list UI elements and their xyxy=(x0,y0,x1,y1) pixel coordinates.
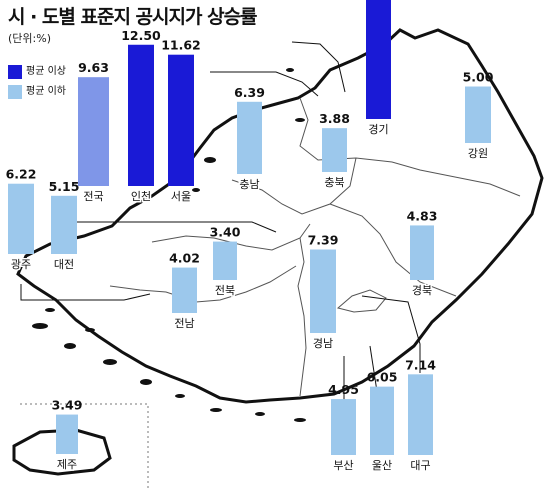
bar-7 xyxy=(8,183,34,254)
legend-label-above: 평균 이상 xyxy=(26,66,66,77)
bars-layer: 9.63전국전국12.50인천인천11.62서울서울10.54경기경기5.00강… xyxy=(6,0,494,474)
value-label: 12.50 xyxy=(121,28,161,43)
category-label: 대구 xyxy=(410,459,430,472)
bar-10 xyxy=(172,267,197,313)
province-border xyxy=(299,97,521,197)
category-label-halo: 전북 xyxy=(215,284,235,297)
category-label-halo: 대구 xyxy=(410,459,430,472)
legend: 평균 이상 평균 이하 xyxy=(8,62,66,102)
value-label: 3.49 xyxy=(52,398,83,413)
value-label: 4.83 xyxy=(407,208,438,223)
category-label: 경북 xyxy=(412,284,432,297)
legend-swatch-below xyxy=(8,85,22,99)
value-label: 6.22 xyxy=(6,167,37,182)
bar-0 xyxy=(78,77,109,186)
leader-line xyxy=(361,295,421,373)
legend-label-below: 평균 이하 xyxy=(26,86,66,97)
category-label: 경남 xyxy=(313,337,333,350)
category-label: 제주 xyxy=(57,458,77,471)
category-label: 충북 xyxy=(324,176,344,189)
category-label-halo: 전국 xyxy=(83,190,103,203)
category-label-halo: 부산 xyxy=(333,459,353,472)
value-label: 5.00 xyxy=(463,70,494,85)
value-label: 7.39 xyxy=(308,232,339,247)
value-label: 6.39 xyxy=(234,85,265,100)
bar-5 xyxy=(237,101,262,174)
value-label: 4.02 xyxy=(169,251,200,266)
bar-9 xyxy=(213,241,237,280)
category-label-halo: 제주 xyxy=(57,458,77,471)
category-label-halo: 경북 xyxy=(412,284,432,297)
bar-1 xyxy=(128,44,154,186)
category-label: 광주 xyxy=(11,258,31,271)
legend-item-below: 평균 이하 xyxy=(8,82,66,102)
bar-14 xyxy=(370,386,394,455)
province-border xyxy=(231,157,357,215)
category-label-halo: 대전 xyxy=(54,258,74,271)
island-dots xyxy=(32,68,306,422)
bar-13 xyxy=(331,399,356,455)
bar-4 xyxy=(465,86,491,143)
value-label: 4.95 xyxy=(328,382,359,397)
category-label-halo: 인천 xyxy=(131,189,151,203)
category-label-halo: 경기 xyxy=(368,123,388,136)
category-label: 전남 xyxy=(174,317,194,330)
value-label: 11.62 xyxy=(161,38,201,53)
province-border xyxy=(329,203,457,297)
value-label: 6.05 xyxy=(367,370,398,385)
bar-2 xyxy=(168,54,194,186)
category-label-halo: 광주 xyxy=(11,258,31,271)
category-label: 강원 xyxy=(468,147,488,160)
leader-line xyxy=(20,284,151,301)
value-label: 7.14 xyxy=(405,357,436,372)
bar-3 xyxy=(366,0,391,119)
unit-label: (단위:%) xyxy=(8,32,51,45)
value-label: 5.15 xyxy=(49,179,80,194)
category-label-halo: 경남 xyxy=(313,337,333,350)
bar-15 xyxy=(408,374,433,455)
province-border xyxy=(336,289,387,313)
category-label: 충남 xyxy=(239,178,259,191)
category-label: 경기 xyxy=(368,123,388,136)
bar-6 xyxy=(322,128,347,172)
leader-line xyxy=(291,41,346,93)
bar-11 xyxy=(410,225,434,280)
category-label: 전국 xyxy=(83,190,103,203)
bar-8 xyxy=(51,195,77,254)
value-label: 9.63 xyxy=(78,60,109,75)
category-label-halo: 울산 xyxy=(372,459,392,472)
category-label-halo: 서울 xyxy=(171,190,191,203)
category-label: 서울 xyxy=(171,190,191,203)
value-label: 3.88 xyxy=(319,111,350,126)
category-label-halo: 전남 xyxy=(174,317,194,330)
value-label: 3.40 xyxy=(210,225,241,240)
category-label-halo: 충북 xyxy=(324,176,344,189)
leader-line xyxy=(210,71,319,97)
category-label: 대전 xyxy=(54,258,74,271)
category-label-halo: 강원 xyxy=(468,147,488,160)
province-border xyxy=(297,237,307,397)
leader-line xyxy=(60,221,277,233)
chart-title: 시 · 도별 표준지 공시지가 상승률 xyxy=(8,6,258,28)
category-label-halo: 충남 xyxy=(239,178,259,191)
category-label: 전북 xyxy=(215,284,235,297)
category-label: 부산 xyxy=(333,459,353,472)
legend-swatch-above xyxy=(8,65,22,79)
category-label: 울산 xyxy=(372,459,392,472)
category-label: 인천 xyxy=(131,189,151,203)
province-border xyxy=(109,265,297,303)
bar-12 xyxy=(310,249,336,333)
bar-16 xyxy=(56,414,78,454)
legend-item-above: 평균 이상 xyxy=(8,62,66,82)
